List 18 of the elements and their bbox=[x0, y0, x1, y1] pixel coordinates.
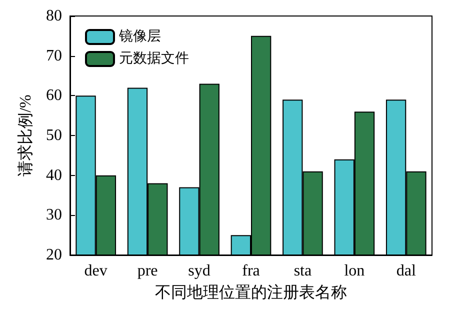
y-tick-label: 80 bbox=[46, 8, 62, 24]
legend-label: 元数据文件 bbox=[119, 50, 189, 66]
x-tick-label: lon bbox=[344, 262, 365, 280]
y-tick-label: 40 bbox=[46, 166, 62, 184]
x-axis-title: 不同地理位置的注册表名称 bbox=[155, 284, 347, 302]
y-tick-label: 50 bbox=[46, 127, 62, 144]
x-tick-label: syd bbox=[188, 262, 210, 280]
y-axis-title: 请求比例/% bbox=[16, 94, 34, 176]
y-tick-label: 30 bbox=[46, 206, 62, 224]
y-tick-label: 20 bbox=[46, 246, 62, 264]
y-tick-label: 60 bbox=[46, 87, 62, 104]
x-tick-label: pre bbox=[137, 262, 158, 280]
x-tick-label: sta bbox=[294, 262, 312, 280]
x-tick-label: fra bbox=[242, 262, 260, 280]
x-tick-label: dev bbox=[84, 262, 108, 280]
x-tick-label: dal bbox=[396, 262, 416, 280]
y-tick-label: 70 bbox=[46, 47, 62, 64]
legend-label: 镜像层 bbox=[118, 28, 161, 44]
